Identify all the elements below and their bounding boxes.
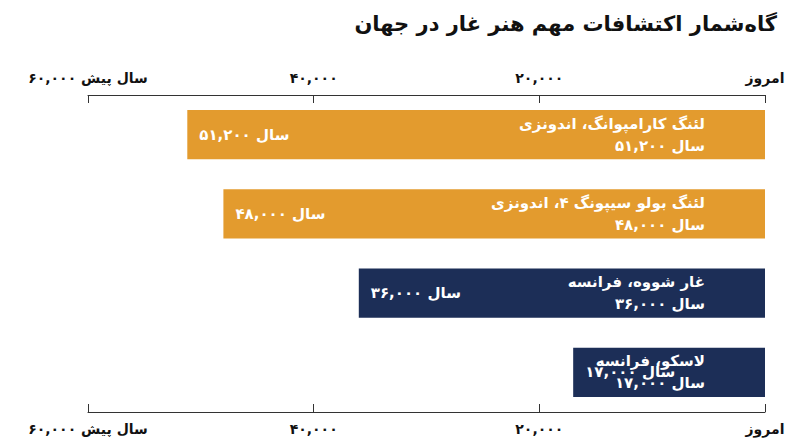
svg-text:۱۷,۰۰۰ سال: ۱۷,۰۰۰ سال [614, 374, 705, 393]
svg-text:لاسکو، فرانسه: لاسکو، فرانسه [595, 352, 705, 371]
svg-text:۴۰,۰۰۰: ۴۰,۰۰۰ [290, 421, 338, 437]
svg-text:۶۰,۰۰۰ سال پیش: ۶۰,۰۰۰ سال پیش [28, 70, 148, 87]
svg-text:۳۶,۰۰۰ سال: ۳۶,۰۰۰ سال [615, 295, 705, 313]
svg-text:لئنگ بولو سیپونگ ۴، اندونزی: لئنگ بولو سیپونگ ۴، اندونزی [491, 194, 705, 213]
svg-text:۲۰,۰۰۰: ۲۰,۰۰۰ [515, 421, 563, 437]
svg-text:۵۱,۲۰۰ سال: ۵۱,۲۰۰ سال [615, 137, 705, 155]
svg-text:۱۷,۰۰۰ سال: ۱۷,۰۰۰ سال [585, 363, 675, 381]
svg-text:غار شووه، فرانسه: غار شووه، فرانسه [568, 273, 705, 291]
svg-text:۵۱,۲۰۰ سال: ۵۱,۲۰۰ سال [199, 126, 289, 144]
svg-text:گاه‌شمار اکتشافات مهم هنر غار: گاه‌شمار اکتشافات مهم هنر غار در جهان [354, 11, 777, 36]
svg-text:۴۸,۰۰۰ سال: ۴۸,۰۰۰ سال [615, 216, 705, 234]
svg-text:۳۶,۰۰۰ سال: ۳۶,۰۰۰ سال [371, 284, 461, 302]
svg-text:امروز: امروز [745, 421, 785, 438]
svg-text:۴۸,۰۰۰ سال: ۴۸,۰۰۰ سال [235, 205, 325, 223]
svg-text:۴۰,۰۰۰: ۴۰,۰۰۰ [290, 70, 338, 86]
svg-text:۲۰,۰۰۰: ۲۰,۰۰۰ [515, 70, 563, 86]
svg-text:لئنگ کارامپوانگ، اندونزی: لئنگ کارامپوانگ، اندونزی [519, 115, 705, 134]
svg-text:۶۰,۰۰۰ سال پیش: ۶۰,۰۰۰ سال پیش [28, 421, 148, 438]
svg-text:امروز: امروز [745, 70, 785, 87]
